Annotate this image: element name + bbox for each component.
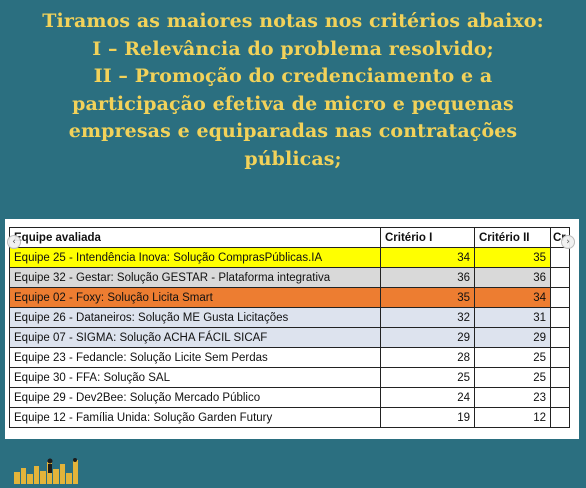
heading-line: empresas e equiparadas nas contratações — [68, 120, 518, 142]
criterio-1-cell: 36 — [380, 267, 475, 288]
chevron-right-icon[interactable]: › — [561, 235, 575, 249]
team-cell: Equipe 29 - Dev2Bee: Solução Mercado Púb… — [9, 387, 381, 408]
criterio-3-cell — [550, 367, 570, 388]
header-criterio-2: Critério II — [474, 227, 551, 248]
team-cell: Equipe 26 - Dataneiros: Solução ME Gusta… — [9, 307, 381, 328]
criterio-2-cell: 25 — [474, 347, 551, 368]
criterio-1-cell: 19 — [380, 407, 475, 428]
criterio-2-cell: 34 — [474, 287, 551, 308]
heading-line: I – Relevância do problema resolvido; — [92, 37, 494, 60]
criterio-1-cell: 29 — [380, 327, 475, 348]
criterio-2-cell: 29 — [474, 327, 551, 348]
criterio-2-cell: 36 — [474, 267, 551, 288]
criterio-1-cell: 35 — [380, 287, 475, 308]
team-cell: Equipe 12 - Família Unida: Solução Garde… — [9, 407, 381, 428]
chevron-left-icon[interactable]: ‹ — [7, 235, 21, 249]
table-row: Equipe 32 - Gestar: Solução GESTAR - Pla… — [9, 267, 570, 288]
table-row: Equipe 30 - FFA: Solução SAL 25 25 — [9, 367, 570, 388]
criterio-1-cell: 28 — [380, 347, 475, 368]
table-row: Equipe 25 - Intendência Inova: Solução C… — [9, 247, 570, 268]
heading-line: Tiramos as maiores notas nos critérios a… — [42, 10, 544, 32]
criterio-2-cell: 23 — [474, 387, 551, 408]
criterio-3-cell — [550, 327, 570, 348]
results-table-image: Equipe avaliada Critério I Critério II C… — [5, 219, 579, 439]
criterio-3-cell — [550, 387, 570, 408]
team-cell: Equipe 25 - Intendência Inova: Solução C… — [9, 247, 381, 268]
heading-line: II – Promoção do credenciamento e a — [93, 65, 493, 87]
criterio-1-cell: 34 — [380, 247, 475, 268]
table-row: Equipe 29 - Dev2Bee: Solução Mercado Púb… — [9, 387, 570, 408]
results-table: Equipe avaliada Critério I Critério II C… — [9, 227, 570, 428]
table-row: Equipe 02 - Foxy: Solução Licita Smart 3… — [9, 287, 570, 308]
team-cell: Equipe 02 - Foxy: Solução Licita Smart — [9, 287, 381, 308]
criterio-1-cell: 25 — [380, 367, 475, 388]
team-cell: Equipe 32 - Gestar: Solução GESTAR - Pla… — [9, 267, 381, 288]
header-criterio-1: Critério I — [380, 227, 475, 248]
criterio-2-cell: 25 — [474, 367, 551, 388]
team-cell: Equipe 23 - Fedancle: Solução Licite Sem… — [9, 347, 381, 368]
criterio-3-cell — [550, 347, 570, 368]
criterio-3-cell — [550, 287, 570, 308]
team-cell: Equipe 07 - SIGMA: Solução ACHA FÁCIL SI… — [9, 327, 381, 348]
criterio-1-cell: 32 — [380, 307, 475, 328]
heading-line: públicas; — [244, 147, 342, 170]
team-cell: Equipe 30 - FFA: Solução SAL — [9, 367, 381, 388]
table-row: Equipe 12 - Família Unida: Solução Garde… — [9, 407, 570, 428]
table-row: Equipe 23 - Fedancle: Solução Licite Sem… — [9, 347, 570, 368]
criterio-3-cell — [550, 247, 570, 268]
criterio-3-cell — [550, 267, 570, 288]
post-heading: Tiramos as maiores notas nos critérios a… — [0, 8, 586, 173]
table-row: Equipe 26 - Dataneiros: Solução ME Gusta… — [9, 307, 570, 328]
criterio-2-cell: 12 — [474, 407, 551, 428]
criterio-1-cell: 24 — [380, 387, 475, 408]
criterio-2-cell: 35 — [474, 247, 551, 268]
table-row: Equipe 07 - SIGMA: Solução ACHA FÁCIL SI… — [9, 327, 570, 348]
table-header-row: Equipe avaliada Critério I Critério II C… — [9, 227, 570, 248]
heading-line: participação efetiva de micro e pequenas — [72, 92, 514, 115]
criterio-3-cell — [550, 407, 570, 428]
criterio-2-cell: 31 — [474, 307, 551, 328]
skyline-logo-icon — [14, 458, 78, 484]
header-team: Equipe avaliada — [9, 227, 381, 248]
criterio-3-cell — [550, 307, 570, 328]
